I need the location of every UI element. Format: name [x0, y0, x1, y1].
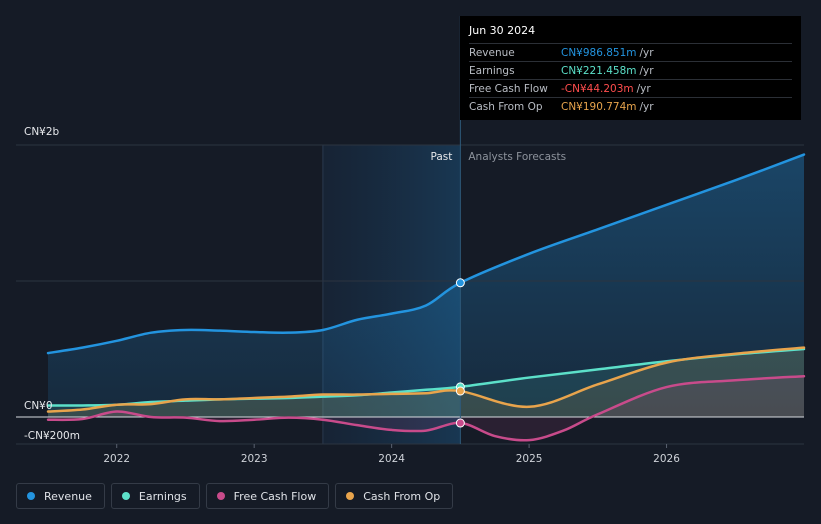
- legend-dot-icon: [27, 492, 35, 500]
- legend-label: Revenue: [44, 489, 92, 503]
- tooltip-label: Cash From Op: [469, 100, 543, 113]
- tooltip-row-revenue: Revenue CN¥986.851m /yr: [469, 43, 792, 61]
- highlight-point-revenue: [455, 278, 465, 288]
- tooltip-unit: /yr: [636, 82, 651, 95]
- x-tick-label: 2023: [241, 453, 268, 465]
- y-tick-label: CN¥0: [24, 400, 53, 412]
- x-tick-label: 2024: [378, 453, 405, 465]
- area-free-cash-flow: [48, 376, 804, 441]
- tooltip-label: Free Cash Flow: [469, 82, 548, 95]
- tooltip-value: CN¥190.774m: [561, 100, 637, 113]
- x-tick-label: 2026: [653, 453, 680, 465]
- forecast-label: Analysts Forecasts: [468, 151, 566, 163]
- past-label: Past: [430, 151, 452, 163]
- legend-label: Earnings: [138, 489, 187, 503]
- tooltip-row-free-cash-flow: Free Cash Flow -CN¥44.203m /yr: [469, 79, 792, 97]
- area-revenue: [48, 154, 804, 417]
- legend-label: Free Cash Flow: [233, 489, 317, 503]
- tooltip-value: -CN¥44.203m: [561, 82, 634, 95]
- legend-dot-icon: [216, 492, 225, 500]
- x-tick-label: 2022: [103, 453, 130, 465]
- legend-item-free-cash-flow[interactable]: Free Cash Flow: [205, 483, 330, 509]
- highlight-point-free-cash-flow: [455, 418, 465, 428]
- y-tick-label: -CN¥200m: [24, 430, 80, 442]
- tooltip-value: CN¥986.851m: [561, 46, 637, 59]
- tooltip-label: Earnings: [469, 64, 515, 77]
- tooltip-unit: /yr: [639, 46, 654, 59]
- legend-dot-icon: [346, 492, 355, 500]
- highlight-point-cash-from-op: [455, 386, 465, 396]
- series-line-cash-from-op: [46, 346, 806, 413]
- data-tooltip: Jun 30 2024 Revenue CN¥986.851m /yr Earn…: [460, 16, 801, 120]
- legend-item-revenue[interactable]: Revenue: [16, 483, 105, 509]
- x-tick-label: 2025: [516, 453, 543, 465]
- series-line-revenue: [46, 153, 806, 355]
- legend-item-earnings[interactable]: Earnings: [110, 483, 200, 509]
- chart-legend: Revenue Earnings Free Cash Flow Cash Fro…: [16, 483, 454, 509]
- tooltip-date: Jun 30 2024: [469, 24, 536, 37]
- legend-dot-icon: [121, 492, 130, 500]
- legend-label: Cash From Op: [363, 489, 441, 503]
- tooltip-value: CN¥221.458m: [561, 64, 637, 77]
- tooltip-row-cash-from-op: Cash From Op CN¥190.774m /yr: [469, 97, 792, 115]
- tooltip-unit: /yr: [639, 100, 654, 113]
- legend-item-cash-from-op[interactable]: Cash From Op: [335, 483, 454, 509]
- tooltip-label: Revenue: [469, 46, 515, 59]
- y-tick-label: CN¥2b: [24, 126, 60, 138]
- series-line-free-cash-flow: [46, 374, 806, 442]
- tooltip-row-earnings: Earnings CN¥221.458m /yr: [469, 61, 792, 79]
- tooltip-unit: /yr: [639, 64, 654, 77]
